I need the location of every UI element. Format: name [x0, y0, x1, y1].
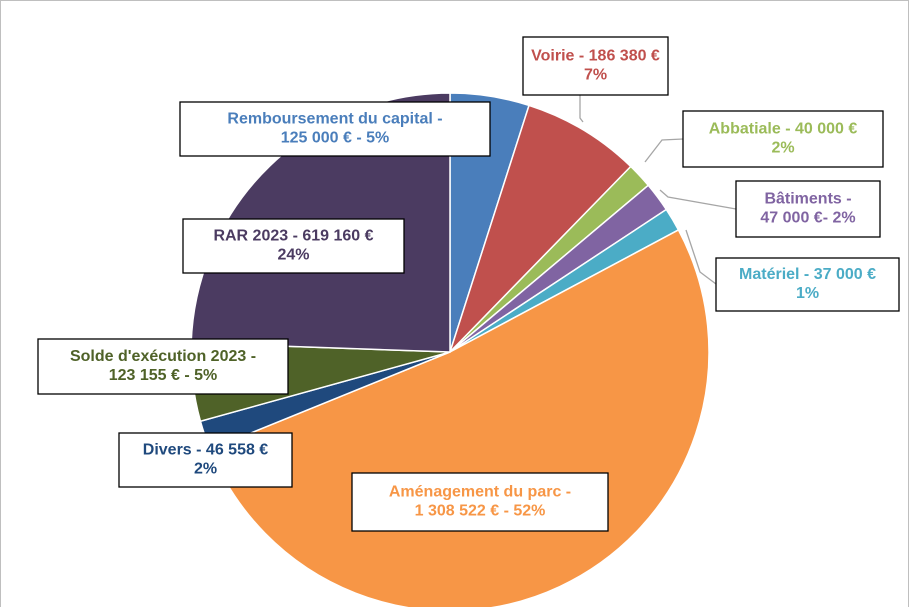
data-label: Voirie - 186 380 € 7%: [531, 48, 660, 84]
data-label: Divers - 46 558 € 2%: [143, 442, 269, 478]
data-label-line: 123 155 € - 5%: [109, 367, 218, 384]
pie-slice: [449, 104, 632, 353]
data-label-line: 1%: [796, 285, 819, 302]
data-label: Matériel - 37 000 € 1%: [739, 266, 876, 302]
data-label: Solde d'exécution 2023 - 123 155 € - 5%: [70, 348, 256, 384]
leader-line: [659, 189, 737, 210]
data-label-line: 1 308 522 € - 52%: [415, 503, 546, 520]
data-label: Abbatiale - 40 000 € 2%: [709, 121, 858, 157]
label-box: [682, 110, 884, 168]
data-label-line: 24%: [277, 247, 309, 264]
data-label-line: 47 000 €- 2%: [760, 210, 855, 227]
data-label: RAR 2023 - 619 160 € 24%: [213, 228, 373, 264]
data-label-line: 125 000 € - 5%: [281, 130, 390, 147]
data-label-line: Bâtiments -: [764, 191, 851, 208]
data-label: Bâtiments - 47 000 €- 2%: [760, 191, 855, 227]
data-label-line: Matériel - 37 000 €: [739, 266, 876, 283]
data-label-line: Voirie - 186 380 €: [531, 48, 660, 65]
data-label-line: Abbatiale - 40 000 €: [709, 121, 858, 138]
leader-line: [685, 229, 717, 285]
data-label-line: Remboursement du capital -: [227, 111, 442, 128]
data-label-line: Aménagement du parc -: [389, 484, 571, 501]
data-label-line: 2%: [194, 461, 217, 478]
label-box: [351, 472, 609, 532]
data-label: Remboursement du capital - 125 000 € - 5%: [227, 111, 442, 147]
label-box: [179, 101, 491, 157]
leader-line: [579, 95, 584, 123]
label-box: [182, 218, 405, 274]
data-label-line: RAR 2023 - 619 160 €: [213, 228, 373, 245]
label-box: [735, 180, 881, 238]
label-box: [715, 257, 900, 312]
data-label-line: Divers - 46 558 €: [143, 442, 269, 459]
data-label: Aménagement du parc - 1 308 522 € - 52%: [389, 484, 571, 520]
data-label-line: 7%: [584, 67, 607, 84]
leader-line: [644, 138, 684, 163]
label-box: [37, 338, 289, 395]
data-label-line: 2%: [771, 140, 794, 157]
data-label-line: Solde d'exécution 2023 -: [70, 348, 256, 365]
label-box: [118, 432, 293, 488]
label-box: [522, 36, 669, 96]
